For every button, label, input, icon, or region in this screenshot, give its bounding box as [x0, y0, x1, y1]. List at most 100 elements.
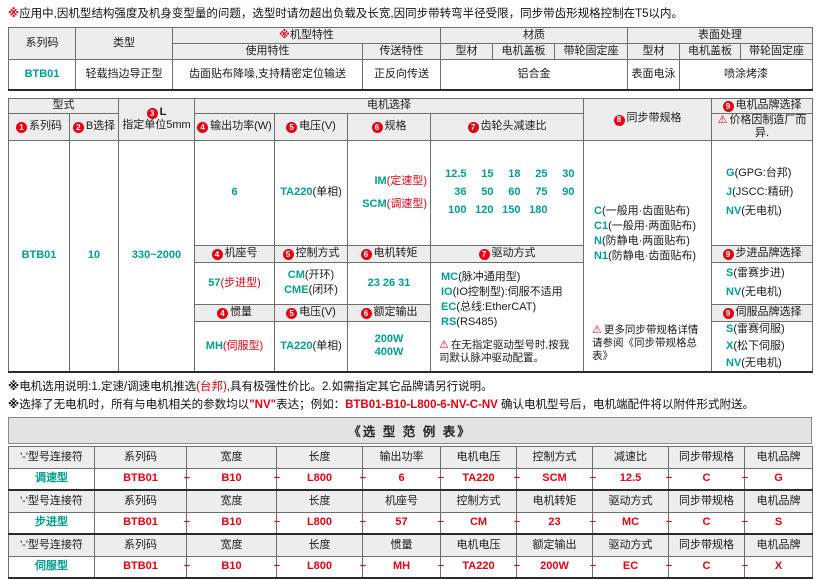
- header-cell: 驱动方式: [593, 490, 669, 512]
- value-cell: MH–: [363, 556, 441, 578]
- connector-dash: –: [184, 471, 190, 484]
- header-cell: 机座号: [363, 490, 441, 512]
- circle-number-icon: 9: [723, 101, 734, 112]
- header-cell: 减速比: [593, 446, 669, 468]
- surface-rest-value: 喷涂烤漆: [680, 60, 813, 90]
- value-cell: X: [745, 556, 813, 578]
- header-cell: 长度: [277, 490, 363, 512]
- step-brand-options: S(雷赛步进) NV(无电机): [712, 262, 813, 304]
- type-label: 调速型: [9, 468, 95, 490]
- circle-number-icon: 6: [361, 308, 372, 319]
- control-mode-options: CM(开环) CME(闭环): [275, 262, 348, 304]
- header-cell: 惯量: [363, 534, 441, 556]
- header-cell: 驱动方式: [593, 534, 669, 556]
- rated-output-values: 200W 400W: [348, 321, 431, 372]
- header-cell: 输出功率: [363, 446, 441, 468]
- header-cell: 系列码: [95, 446, 187, 468]
- connector-dash: –: [590, 471, 596, 484]
- circle-number-icon: 9: [723, 249, 734, 260]
- circle-number-icon: 4: [212, 249, 223, 260]
- type-label: 伺服型: [9, 556, 95, 578]
- connector-dash: –: [590, 515, 596, 528]
- connector-dash: –: [184, 559, 190, 572]
- material-value: 铝合金: [441, 60, 628, 90]
- list-item: NV(无电机): [726, 285, 810, 300]
- connector-dash: –: [360, 515, 366, 528]
- warning-icon: ⚠: [592, 324, 602, 336]
- value-cell: CM–: [441, 512, 517, 534]
- drive-mode-options: MC(脉冲通用型) IO(IO控制型):伺服不适用 EC(总线:EtherCAT…: [431, 262, 584, 372]
- connector-dash: –: [666, 471, 672, 484]
- connector-dash: –: [514, 515, 520, 528]
- connector-dash: –: [438, 515, 444, 528]
- header-pulley-seat: 带轮固定座: [555, 44, 628, 60]
- output-power-value: 6: [195, 140, 275, 245]
- example-value-row: 伺服型 BTB01– B10– L800– MH– TA220– 200W– E…: [9, 556, 813, 578]
- spec-overview-table: 系列码 类型 ※机型特性 材质 表面处理 使用特性 传送特性 型材 电机盖板 带…: [8, 27, 813, 91]
- connector-dash: –: [514, 559, 520, 572]
- value-cell: EC–: [593, 556, 669, 578]
- warning-icon: ⚠: [439, 339, 449, 351]
- connector-dash: –: [438, 471, 444, 484]
- header-motor-cover: 电机盖板: [493, 44, 555, 60]
- header-material-group: 材质: [441, 28, 628, 44]
- header-cell: 同步带规格: [669, 490, 745, 512]
- transfer-feature-value: 正反向传送: [363, 60, 441, 90]
- series-code-value: BTB01: [9, 60, 76, 90]
- series-value: BTB01: [9, 140, 70, 372]
- header-cell: 电机转矩: [517, 490, 593, 512]
- connector-dash: –: [360, 471, 366, 484]
- list-item: NV(无电机): [726, 356, 810, 371]
- connector-dash: –: [438, 559, 444, 572]
- header-cell: 额定输出: [517, 534, 593, 556]
- connector-dash: –: [274, 559, 280, 572]
- reference-mark: ※: [279, 29, 290, 41]
- circle-number-icon: 1: [16, 122, 27, 133]
- list-item: SCM(调速型): [351, 197, 427, 212]
- header-cell: 电机品牌: [745, 490, 813, 512]
- connector-dash: –: [742, 515, 748, 528]
- list-item: RS(RS485): [441, 315, 581, 330]
- header-surface-group: 表面处理: [628, 28, 813, 44]
- value-cell: B10–: [187, 512, 277, 534]
- header-cell: 电机品牌: [745, 446, 813, 468]
- type-label: 步进型: [9, 512, 95, 534]
- motor-notes: ※电机选用说明:1.定速/调速电机推选(台邦),具有极强性价比。2.如需指定其它…: [8, 379, 812, 413]
- list-item: NV(无电机): [726, 204, 810, 219]
- header-cell: 宽度: [187, 534, 277, 556]
- list-item: S(雷赛步进): [726, 266, 810, 281]
- value-cell: TA220–: [441, 556, 517, 578]
- header-model-group: 型式: [9, 98, 119, 113]
- voltage-value: TA220(单相): [275, 140, 348, 245]
- circle-number-icon: 6: [361, 249, 372, 260]
- use-feature-value: 齿面贴布降噪,支持精密定位输送: [173, 60, 363, 90]
- header-connector: '-'型号连接符: [9, 534, 95, 556]
- value-cell: TA220–: [441, 468, 517, 490]
- note-1: ※电机选用说明:1.定速/调速电机推选(台邦),具有极强性价比。2.如需指定其它…: [8, 379, 812, 395]
- example-value-row: 调速型 BTB01– B10– L800– 6– TA220– SCM– 12.…: [9, 468, 813, 490]
- value-cell: G: [745, 468, 813, 490]
- connector-dash: –: [666, 559, 672, 572]
- inertia-value: MH(伺服型): [195, 321, 275, 372]
- value-cell: BTB01–: [95, 556, 187, 578]
- servo-voltage-value: TA220(单相): [275, 321, 348, 372]
- header-cell: 同步带规格: [669, 534, 745, 556]
- value-cell: L800–: [277, 468, 363, 490]
- belt-note: ⚠更多同步带规格详情请参阅《同步带规格总表》: [586, 324, 709, 367]
- value-cell: C–: [669, 468, 745, 490]
- circle-number-icon: 5: [286, 122, 297, 133]
- example-header-row: '-'型号连接符 系列码 宽度 长度 惯量 电机电压 额定输出 驱动方式 同步带…: [9, 534, 813, 556]
- circle-number-icon: 7: [479, 249, 490, 260]
- drive-note: ⚠在无指定驱动型号时,按我司默认脉冲驱动配置。: [433, 337, 581, 368]
- note-2: ※选择了无电机时，所有与电机相关的参数均以"NV"表达；例如：BTB01-B10…: [8, 397, 812, 413]
- header-cell: 系列码: [95, 534, 187, 556]
